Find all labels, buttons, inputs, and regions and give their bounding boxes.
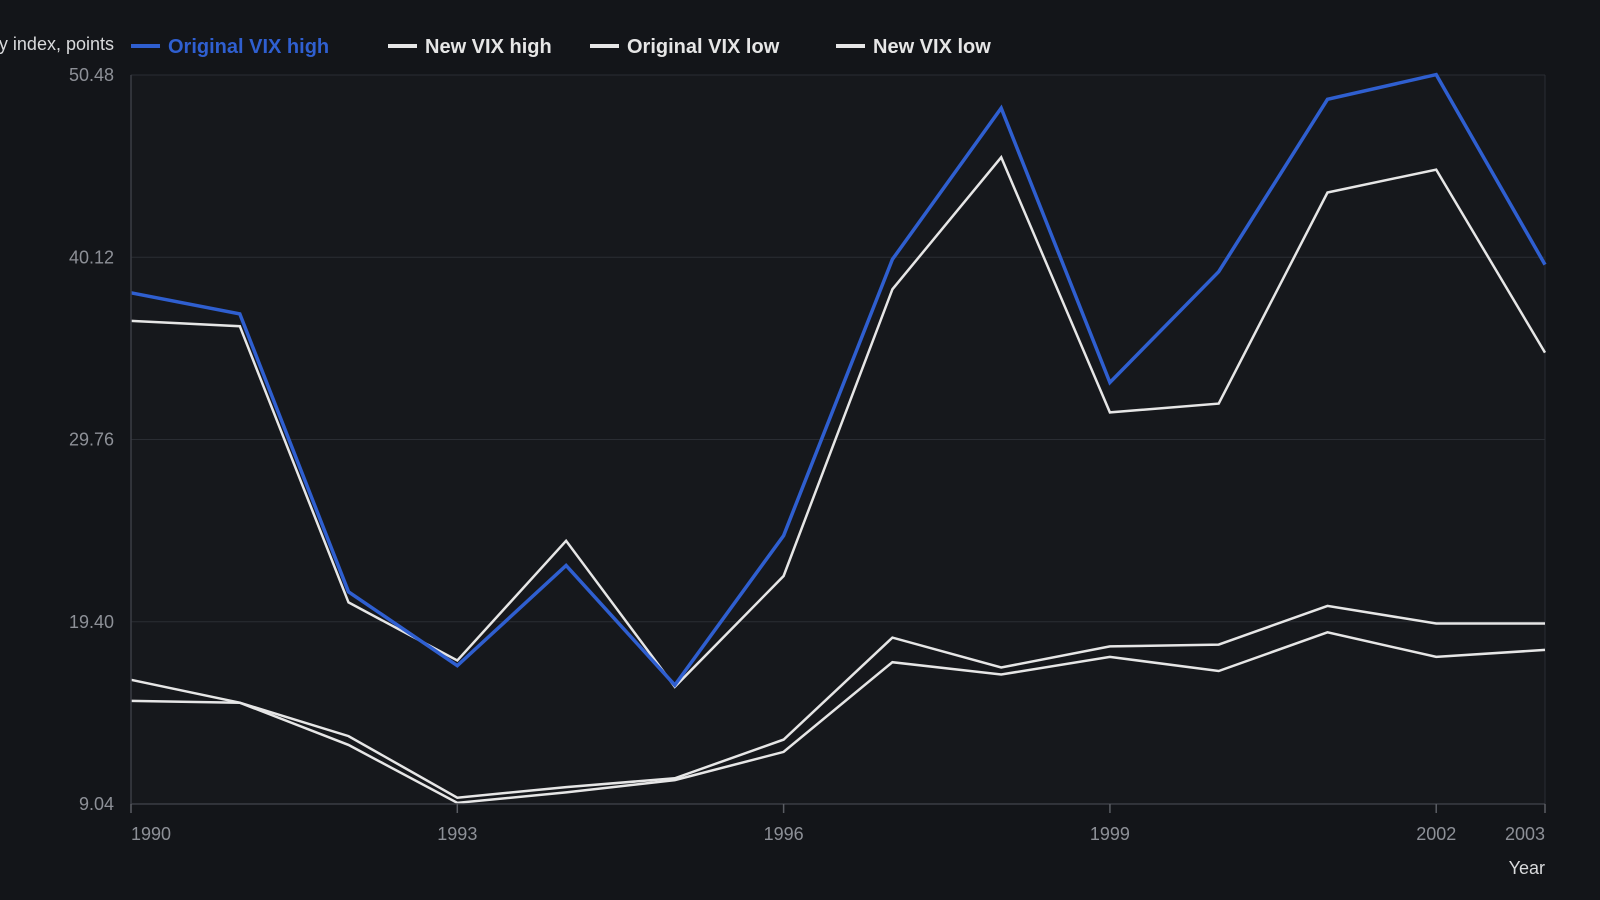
x-tick-label: 1999 bbox=[1090, 824, 1130, 844]
y-tick-label: 9.04 bbox=[79, 794, 114, 814]
series-lines bbox=[130, 72, 1547, 805]
axes: 50.48 40.12 29.76 19.40 9.04 1990 1993 1996 1999… bbox=[69, 65, 1546, 844]
x-tick-label: 2003 bbox=[1505, 824, 1545, 844]
y-tick-label: 19.40 bbox=[69, 612, 114, 632]
series-line-new-vix-low bbox=[130, 631, 1546, 805]
legend-item-new-vix-low[interactable]: New VIX low bbox=[836, 36, 991, 58]
x-tick-label: 1993 bbox=[437, 824, 477, 844]
legend-item-new-vix-high[interactable]: New VIX high bbox=[388, 36, 552, 58]
legend-label: Original VIX high bbox=[168, 36, 329, 58]
x-tick-label: 2002 bbox=[1416, 824, 1456, 844]
legend: Original VIX high New VIX high Original VI… bbox=[131, 36, 991, 58]
series-line-original-vix-high bbox=[130, 72, 1547, 688]
series-line-new-vix-high bbox=[130, 154, 1547, 689]
legend-label: Original VIX low bbox=[627, 36, 780, 58]
y-tick-label: 29.76 bbox=[69, 430, 114, 450]
x-tick-label: 1990 bbox=[131, 824, 171, 844]
legend-label: New VIX low bbox=[873, 36, 991, 58]
x-axis-title: Year bbox=[1509, 858, 1545, 878]
legend-item-original-vix-high[interactable]: Original VIX high bbox=[131, 36, 329, 58]
y-tick-label: 50.48 bbox=[69, 65, 114, 85]
legend-label: New VIX high bbox=[425, 36, 552, 58]
legend-item-original-vix-low[interactable]: Original VIX low bbox=[590, 36, 780, 58]
series-line-original-vix-low bbox=[130, 604, 1545, 799]
x-tick-label: 1996 bbox=[764, 824, 804, 844]
y-tick-label: 40.12 bbox=[69, 247, 114, 267]
y-axis-title: y index, points bbox=[0, 34, 114, 54]
